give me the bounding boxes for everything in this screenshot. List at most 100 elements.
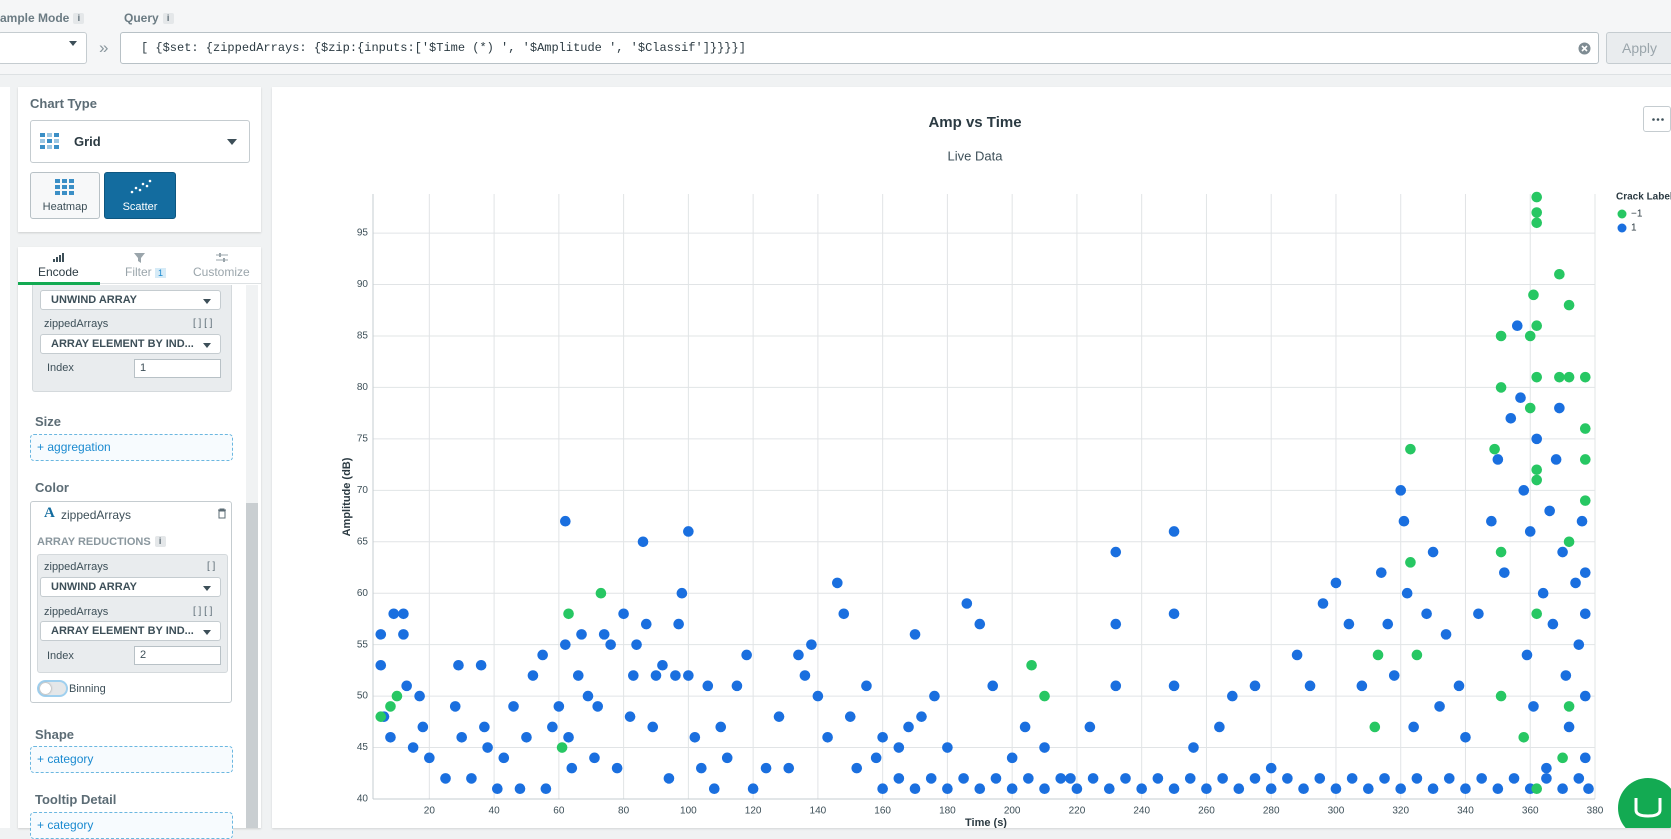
query-input[interactable]: [ {$set: {zippedArrays: {$zip:{inputs:['…	[120, 32, 1599, 64]
point	[806, 639, 817, 650]
point	[1065, 773, 1076, 784]
x-tick-label: 180	[939, 806, 956, 817]
x-tick-label: 60	[553, 806, 565, 817]
point	[1104, 783, 1115, 795]
point	[1382, 618, 1394, 630]
point	[1168, 783, 1180, 795]
clear-icon[interactable]	[1578, 42, 1591, 55]
point	[1557, 546, 1568, 558]
x-tick-label: 40	[489, 806, 501, 817]
y-tick-label: 75	[357, 434, 369, 445]
point	[1557, 783, 1568, 795]
point	[1531, 371, 1543, 383]
point	[1573, 773, 1585, 784]
x-tick-label: 100	[680, 806, 697, 817]
heatmap-button[interactable]: Heatmap	[30, 172, 100, 219]
point	[1039, 783, 1050, 795]
point	[1039, 690, 1050, 702]
legend-label[interactable]: 1	[1631, 223, 1637, 234]
point	[466, 773, 477, 784]
point	[844, 711, 856, 722]
point	[560, 515, 571, 527]
point	[611, 762, 623, 774]
active-tab-underline	[18, 282, 100, 285]
chat-widget[interactable]	[1616, 776, 1671, 828]
point	[925, 773, 937, 784]
point	[556, 742, 568, 753]
binning-toggle[interactable]	[37, 680, 68, 697]
point	[1528, 289, 1539, 301]
legend-title: Crack Label	[1616, 192, 1671, 203]
point	[942, 783, 953, 795]
element-select[interactable]: ARRAY ELEMENT BY IND...	[40, 334, 221, 354]
tab-customize[interactable]: Customize	[193, 265, 250, 279]
point	[1401, 587, 1413, 599]
point	[640, 618, 652, 630]
x-tick-label: 80	[618, 806, 630, 817]
point	[1110, 618, 1122, 630]
legend-label[interactable]: −1	[1631, 209, 1643, 220]
point	[624, 711, 636, 722]
point	[1531, 464, 1543, 476]
point	[657, 659, 668, 671]
point	[974, 618, 986, 630]
point	[683, 526, 694, 537]
point	[861, 680, 872, 692]
point	[1518, 485, 1530, 496]
grid-icon	[40, 133, 59, 149]
label-text: ample Mode	[0, 11, 70, 25]
point	[540, 783, 552, 795]
point	[1363, 783, 1374, 795]
point	[375, 711, 387, 722]
info-icon[interactable]: i	[73, 13, 85, 24]
point	[1579, 567, 1591, 578]
point	[514, 783, 526, 795]
unwind-select[interactable]: UNWIND ARRAY	[40, 577, 221, 597]
point	[773, 711, 785, 722]
point	[1541, 762, 1552, 774]
scrollbar-thumb[interactable]	[246, 503, 258, 828]
point	[731, 680, 743, 692]
size-drop-zone[interactable]: + aggregation	[30, 434, 233, 461]
info-icon[interactable]: i	[154, 536, 166, 547]
point	[414, 690, 425, 702]
element-select[interactable]: ARRAY ELEMENT BY IND...	[40, 621, 221, 641]
point	[893, 742, 905, 753]
point	[1233, 783, 1245, 795]
point	[812, 690, 824, 702]
point	[1071, 783, 1083, 795]
index-input[interactable]: 1	[134, 359, 221, 378]
point	[1547, 618, 1559, 630]
point	[683, 670, 694, 681]
color-field: zippedArrays	[61, 508, 132, 522]
chart-type-select[interactable]: Grid	[30, 120, 250, 163]
tab-filter[interactable]: Filter 1	[125, 265, 167, 279]
point	[974, 783, 986, 795]
point	[1395, 783, 1407, 795]
point	[1291, 649, 1303, 661]
sample-mode-select[interactable]	[0, 32, 87, 64]
index-input[interactable]: 2	[134, 646, 221, 665]
apply-button[interactable]: Apply	[1606, 32, 1671, 64]
point	[1249, 680, 1261, 692]
point	[1537, 587, 1549, 599]
point	[637, 536, 649, 548]
shape-drop-zone[interactable]: + category	[30, 746, 233, 773]
point	[1443, 773, 1455, 784]
point	[401, 680, 412, 692]
unwind-select[interactable]: UNWIND ARRAY	[40, 290, 221, 310]
point	[1563, 536, 1575, 548]
point	[1152, 773, 1164, 784]
point	[1188, 742, 1199, 753]
filter-icon	[134, 253, 145, 263]
delete-icon[interactable]	[217, 508, 227, 519]
point	[1375, 567, 1387, 578]
tab-encode[interactable]: Encode	[38, 265, 79, 279]
scatter-button[interactable]: Scatter	[104, 172, 176, 219]
point	[1427, 783, 1439, 795]
point	[1168, 608, 1180, 620]
y-tick-label: 85	[357, 331, 369, 342]
info-icon[interactable]: i	[162, 13, 174, 24]
point	[1298, 783, 1309, 795]
